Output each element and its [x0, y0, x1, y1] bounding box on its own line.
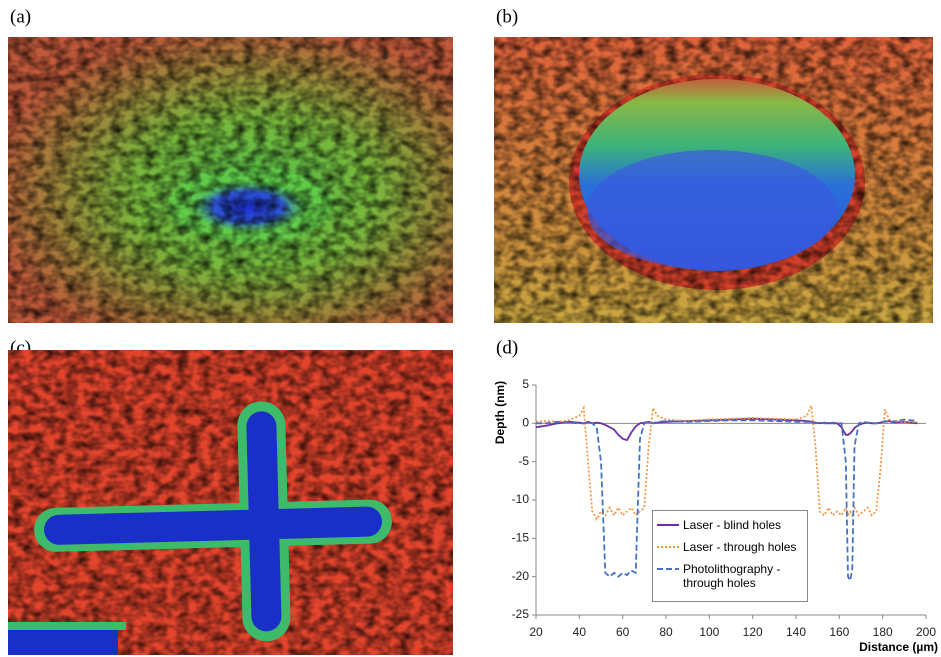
- image-b: [494, 37, 933, 323]
- x-tick-label: 140: [786, 625, 806, 639]
- y-tick-label: -10: [512, 492, 530, 506]
- panel-label: (d): [496, 337, 518, 358]
- legend-entry: Photolithography - through holes: [657, 562, 803, 590]
- y-tick-label: 0: [522, 416, 529, 430]
- x-tick-label: 200: [916, 625, 936, 639]
- x-tick-label: 60: [616, 625, 630, 639]
- x-tick-label: 160: [829, 625, 849, 639]
- legend-entry: Laser - blind holes: [657, 518, 803, 532]
- x-tick-label: 120: [743, 625, 763, 639]
- y-axis-title: Depth (nm): [493, 381, 507, 444]
- y-tick-label: 5: [522, 377, 529, 391]
- legend-swatch: [657, 542, 679, 552]
- legend-swatch: [657, 564, 679, 574]
- legend-label: Laser - blind holes: [683, 518, 781, 532]
- panel-label: (a): [10, 6, 31, 27]
- x-tick-label: 180: [873, 625, 893, 639]
- y-tick-label: -25: [512, 607, 530, 621]
- legend-entry: Laser - through holes: [657, 540, 803, 554]
- legend-label: Photolithography - through holes: [683, 562, 803, 590]
- y-tick-label: -20: [512, 569, 530, 583]
- x-tick-label: 40: [573, 625, 587, 639]
- legend-label: Laser - through holes: [683, 540, 796, 554]
- y-tick-label: -5: [518, 454, 529, 468]
- x-tick-label: 80: [659, 625, 673, 639]
- legend: Laser - blind holes Laser - through holes…: [652, 510, 808, 602]
- y-tick-label: -15: [512, 531, 530, 545]
- x-axis-title: Distance (µm): [859, 640, 938, 654]
- legend-swatch: [657, 520, 679, 530]
- image-a: [8, 37, 453, 323]
- page: (a) (b) (c) (d) -25-20-15-10-50520406080…: [0, 0, 941, 657]
- x-tick-label: 20: [529, 625, 543, 639]
- image-c: [8, 350, 453, 655]
- x-tick-label: 100: [699, 625, 719, 639]
- panel-label: (b): [496, 6, 518, 27]
